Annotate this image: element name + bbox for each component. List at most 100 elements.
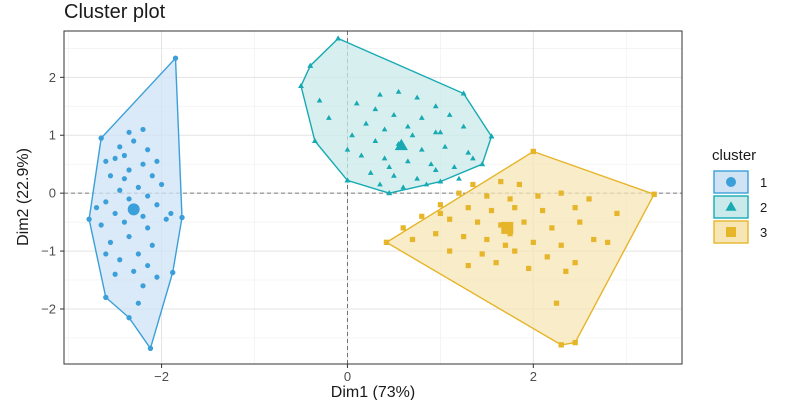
point-cluster-1 (170, 269, 176, 276)
point-cluster-2 (335, 35, 342, 41)
point-cluster-3 (507, 196, 513, 202)
point-cluster-3 (437, 202, 443, 208)
point-cluster-2 (307, 62, 314, 68)
point-cluster-2 (460, 123, 467, 129)
point-cluster-3 (535, 193, 541, 199)
chart-title: Cluster plot (64, 1, 166, 23)
point-cluster-1 (135, 300, 141, 306)
point-cluster-3 (383, 239, 390, 245)
point-cluster-1 (117, 257, 123, 263)
point-cluster-3 (526, 265, 532, 272)
point-cluster-3 (474, 219, 481, 225)
legend-marker-cluster-2 (725, 201, 737, 211)
point-cluster-3 (465, 205, 471, 211)
centroid-cluster-2 (394, 138, 408, 151)
legend-label-cluster-3: 3 (760, 225, 767, 240)
point-cluster-2 (372, 106, 379, 112)
point-cluster-1 (135, 184, 141, 190)
point-cluster-1 (145, 262, 151, 269)
point-cluster-2 (432, 129, 439, 135)
point-cluster-3 (572, 205, 578, 211)
y-tick-label: −2 (41, 301, 56, 316)
point-cluster-1 (126, 196, 132, 202)
point-cluster-2 (325, 114, 332, 120)
point-cluster-2 (446, 111, 453, 117)
point-cluster-3 (502, 242, 509, 248)
point-cluster-2 (488, 133, 495, 139)
point-cluster-2 (432, 103, 439, 109)
point-cluster-1 (168, 210, 174, 217)
point-cluster-3 (447, 248, 453, 254)
point-cluster-1 (154, 274, 160, 280)
point-cluster-3 (479, 251, 485, 257)
point-cluster-3 (512, 248, 518, 254)
point-cluster-2 (404, 123, 411, 129)
point-cluster-1 (126, 167, 132, 173)
y-tick-label: 0 (49, 186, 56, 201)
point-cluster-3 (572, 339, 578, 346)
point-cluster-1 (103, 251, 109, 257)
x-axis-label: Dim1 (73%) (331, 384, 415, 400)
point-cluster-1 (131, 268, 137, 274)
point-cluster-2 (391, 172, 397, 178)
point-cluster-2 (437, 178, 444, 184)
point-cluster-2 (460, 90, 467, 96)
point-cluster-3 (447, 216, 453, 222)
y-axis-label: Dim2 (22.9%) (15, 148, 32, 246)
point-cluster-3 (605, 239, 611, 245)
point-cluster-1 (103, 294, 109, 300)
point-cluster-1 (145, 225, 151, 231)
point-cluster-1 (163, 216, 169, 222)
point-cluster-2 (418, 146, 425, 152)
point-cluster-1 (112, 210, 118, 217)
point-cluster-1 (172, 55, 179, 61)
point-cluster-1 (145, 193, 151, 199)
point-cluster-2 (400, 184, 407, 190)
point-cluster-3 (512, 205, 518, 211)
point-cluster-3 (516, 181, 522, 188)
point-cluster-3 (553, 300, 560, 306)
point-cluster-3 (493, 260, 499, 266)
point-cluster-2 (404, 158, 411, 164)
point-cluster-1 (158, 181, 165, 188)
y-tick-label: 2 (49, 70, 56, 85)
point-cluster-2 (344, 177, 351, 183)
point-cluster-2 (428, 161, 434, 167)
legend-marker-cluster-3 (726, 227, 736, 237)
point-cluster-3 (558, 190, 564, 196)
point-cluster-1 (93, 205, 100, 211)
point-cluster-2 (470, 155, 476, 161)
point-cluster-1 (126, 233, 132, 240)
point-cluster-1 (112, 155, 118, 162)
point-cluster-1 (117, 144, 123, 150)
point-cluster-3 (498, 178, 504, 185)
point-cluster-1 (145, 147, 151, 153)
point-cluster-2 (391, 111, 397, 117)
point-cluster-2 (456, 175, 462, 181)
point-cluster-3 (530, 239, 536, 245)
point-cluster-2 (395, 88, 402, 94)
point-cluster-1 (121, 176, 128, 182)
legend-title: cluster (712, 147, 756, 164)
point-cluster-1 (131, 138, 137, 144)
point-cluster-1 (117, 187, 123, 193)
point-cluster-2 (316, 97, 323, 103)
point-cluster-2 (386, 164, 393, 170)
point-cluster-2 (377, 181, 383, 187)
axis-ticks: −2 0 2 −2 −1 0 1 2 (41, 70, 537, 384)
point-cluster-3 (544, 254, 550, 260)
point-cluster-2 (409, 132, 416, 138)
point-cluster-3 (419, 213, 425, 219)
centroid-cluster-3 (501, 221, 514, 234)
legend: 1 2 3 (713, 170, 767, 244)
point-cluster-3 (614, 210, 620, 217)
point-cluster-2 (363, 120, 369, 126)
point-cluster-3 (400, 225, 406, 231)
point-cluster-1 (149, 242, 155, 248)
point-cluster-1 (135, 251, 141, 257)
point-cluster-2 (312, 138, 318, 143)
point-cluster-3 (563, 268, 569, 274)
x-tick-label: 0 (344, 369, 351, 384)
point-cluster-3 (433, 231, 439, 237)
point-cluster-3 (461, 233, 467, 240)
